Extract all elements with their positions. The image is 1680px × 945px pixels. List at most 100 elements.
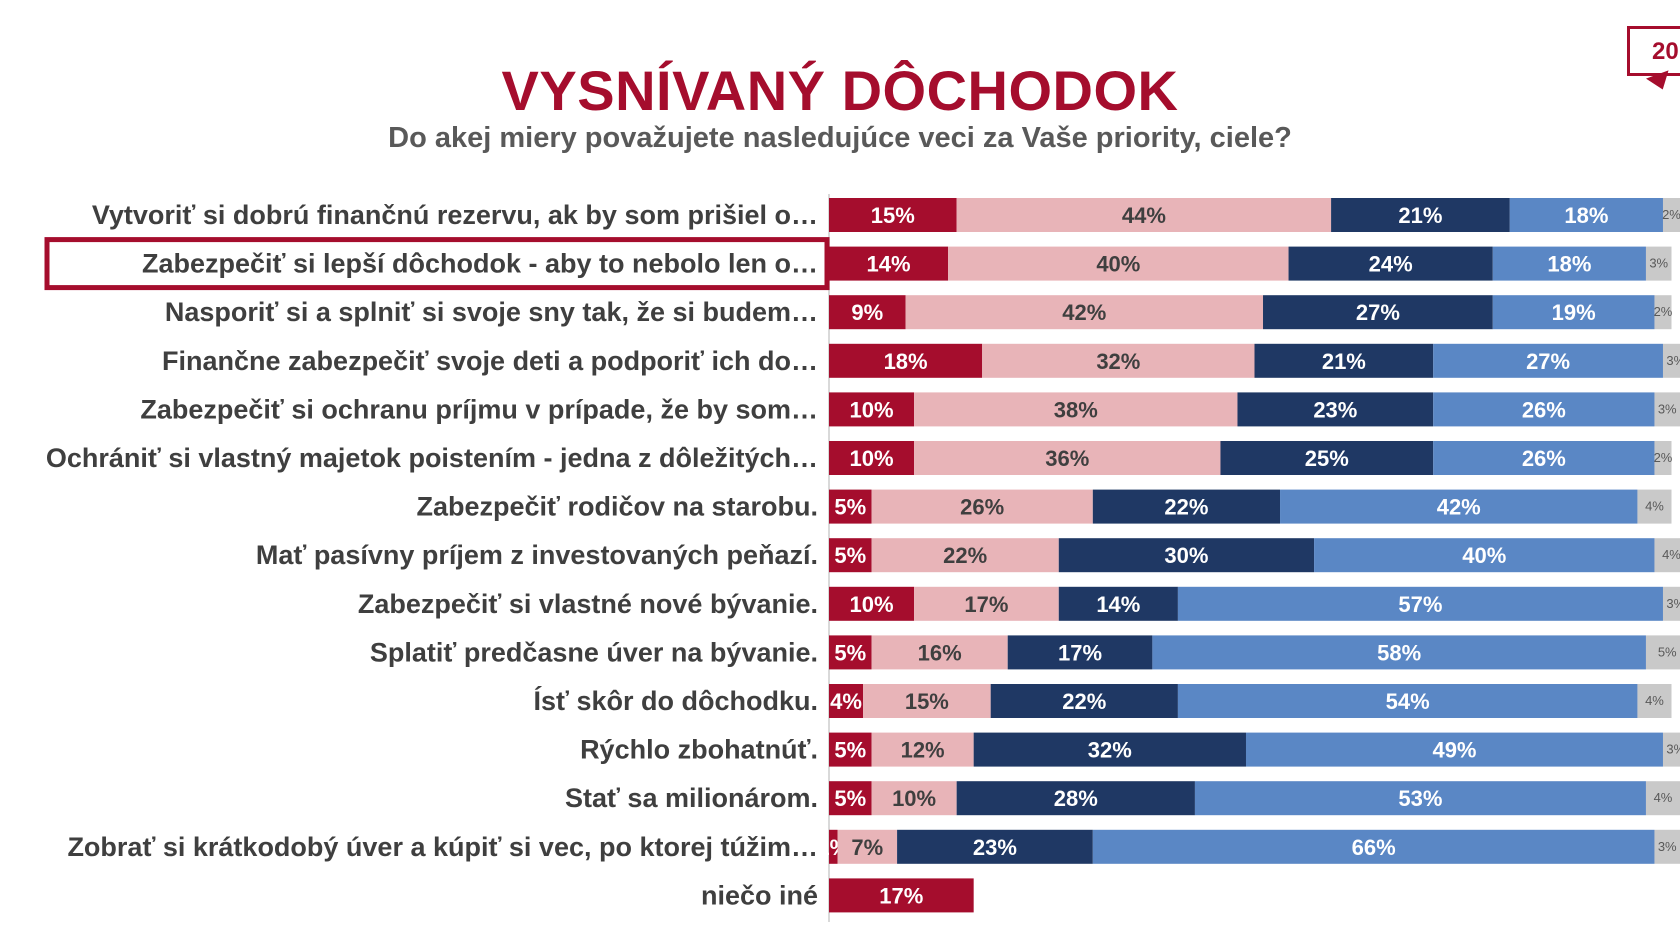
data-label: 5% — [834, 738, 866, 763]
bar-segment — [829, 635, 872, 670]
bar-segment — [1662, 586, 1680, 621]
category-label: Splatiť predčasne úver na bývanie. — [370, 637, 818, 667]
category-label: Zabezpečiť si vlastné nové bývanie. — [358, 589, 818, 619]
bar-segment — [871, 635, 1008, 670]
bar-segment — [905, 295, 1264, 330]
bar-segment — [914, 441, 1221, 475]
bar-segment — [1237, 392, 1434, 427]
bar-segment — [829, 878, 974, 913]
bar-segment — [829, 198, 957, 232]
data-label: 4% — [1662, 547, 1680, 562]
bar-segment — [1433, 343, 1663, 378]
bar-segment — [956, 198, 1332, 232]
data-label: 17% — [1058, 640, 1102, 665]
data-label: 7% — [851, 835, 883, 860]
category-label: Nasporiť si a splniť si svoje sny tak, ž… — [165, 297, 818, 327]
bar-segment — [1331, 198, 1510, 232]
bar-segment — [1254, 343, 1434, 378]
bar-segment — [829, 538, 872, 573]
data-label: 27% — [1526, 349, 1570, 374]
data-label: 40% — [1096, 252, 1140, 277]
data-label: 10% — [850, 397, 894, 422]
bar-segment — [829, 684, 864, 718]
bar-segment — [871, 489, 1093, 524]
data-label: 5% — [834, 495, 866, 520]
bar-segment — [1433, 392, 1655, 427]
data-label: 58% — [1377, 640, 1421, 665]
data-label: 66% — [1352, 835, 1396, 860]
data-label: 22% — [943, 543, 987, 568]
bar-segment — [1314, 538, 1655, 573]
data-label: 40% — [1462, 543, 1506, 568]
bar-segment — [1263, 295, 1493, 330]
bar-segment — [871, 538, 1059, 573]
data-label: 2% — [1654, 450, 1673, 465]
data-label: 10% — [850, 446, 894, 471]
data-label: 14% — [867, 252, 911, 277]
data-label: 25% — [1305, 446, 1349, 471]
bar-segment — [1492, 295, 1655, 330]
data-label: 17% — [879, 883, 923, 908]
data-label: 53% — [1398, 786, 1442, 811]
data-label: 36% — [1045, 446, 1089, 471]
data-label: 30% — [1164, 543, 1208, 568]
bar-segment — [1645, 635, 1680, 670]
data-label: 18% — [1547, 252, 1591, 277]
data-label: 4% — [1645, 693, 1664, 708]
data-label: 5% — [1658, 644, 1677, 659]
bar-segment — [1220, 441, 1434, 475]
data-label: 3% — [1658, 401, 1677, 416]
data-label: 4% — [1645, 499, 1664, 514]
bar-segment — [1662, 343, 1680, 378]
bar-segment — [871, 732, 974, 767]
data-label: 57% — [1398, 592, 1442, 617]
data-label: 2% — [1654, 304, 1673, 319]
data-label: 15% — [871, 203, 915, 228]
bar-segment — [1058, 538, 1315, 573]
data-label: 54% — [1386, 689, 1430, 714]
bar-segment — [1509, 198, 1663, 232]
highlight-frame — [44, 237, 830, 291]
category-label: Vytvoriť si dobrú finančnú rezervu, ak b… — [92, 200, 818, 230]
bar-segment — [1662, 732, 1680, 767]
data-label: 5% — [834, 543, 866, 568]
data-label: 17% — [964, 592, 1008, 617]
bar-segment — [1645, 246, 1672, 281]
bar-segment — [1637, 489, 1672, 524]
bar-segment — [956, 781, 1195, 816]
bar-segment — [1654, 829, 1680, 864]
data-label: 24% — [1369, 252, 1413, 277]
bar-segment — [837, 829, 898, 864]
bar-segment — [914, 392, 1238, 427]
bar-segment — [990, 684, 1178, 718]
bar-segment — [829, 489, 872, 524]
bar-segment — [829, 246, 949, 281]
data-label: 21% — [1398, 203, 1442, 228]
data-label: 38% — [1054, 397, 1098, 422]
category-label: Ochrániť si vlastný majetok poistením - … — [46, 443, 818, 473]
bar-segment — [1654, 538, 1680, 573]
data-label: 27% — [1356, 300, 1400, 325]
bar-segment — [1058, 586, 1178, 621]
bar-segment — [829, 295, 906, 330]
bar-segment — [1433, 441, 1655, 475]
category-label: Zabezpečiť si ochranu príjmu v prípade, … — [140, 394, 818, 424]
bar-segment — [1645, 781, 1680, 816]
category-label: Rýchlo zbohatnúť. — [580, 735, 818, 765]
bar-segment — [1280, 489, 1638, 524]
bar-segment — [1654, 441, 1672, 475]
data-label: 23% — [973, 835, 1017, 860]
data-label: 12% — [901, 738, 945, 763]
bar-segment — [829, 732, 872, 767]
bar-segment — [1177, 586, 1663, 621]
bar-segment — [1245, 732, 1663, 767]
bar-segment — [829, 781, 872, 816]
bar-segment — [1007, 635, 1153, 670]
bar-segment — [1492, 246, 1646, 281]
data-label: 3% — [1658, 839, 1677, 854]
category-label: Zabezpečiť rodičov na starobu. — [416, 492, 818, 522]
bar-segment — [1288, 246, 1493, 281]
data-label: 42% — [1437, 495, 1481, 520]
category-label: Ísť skôr do dôchodku. — [534, 685, 818, 716]
